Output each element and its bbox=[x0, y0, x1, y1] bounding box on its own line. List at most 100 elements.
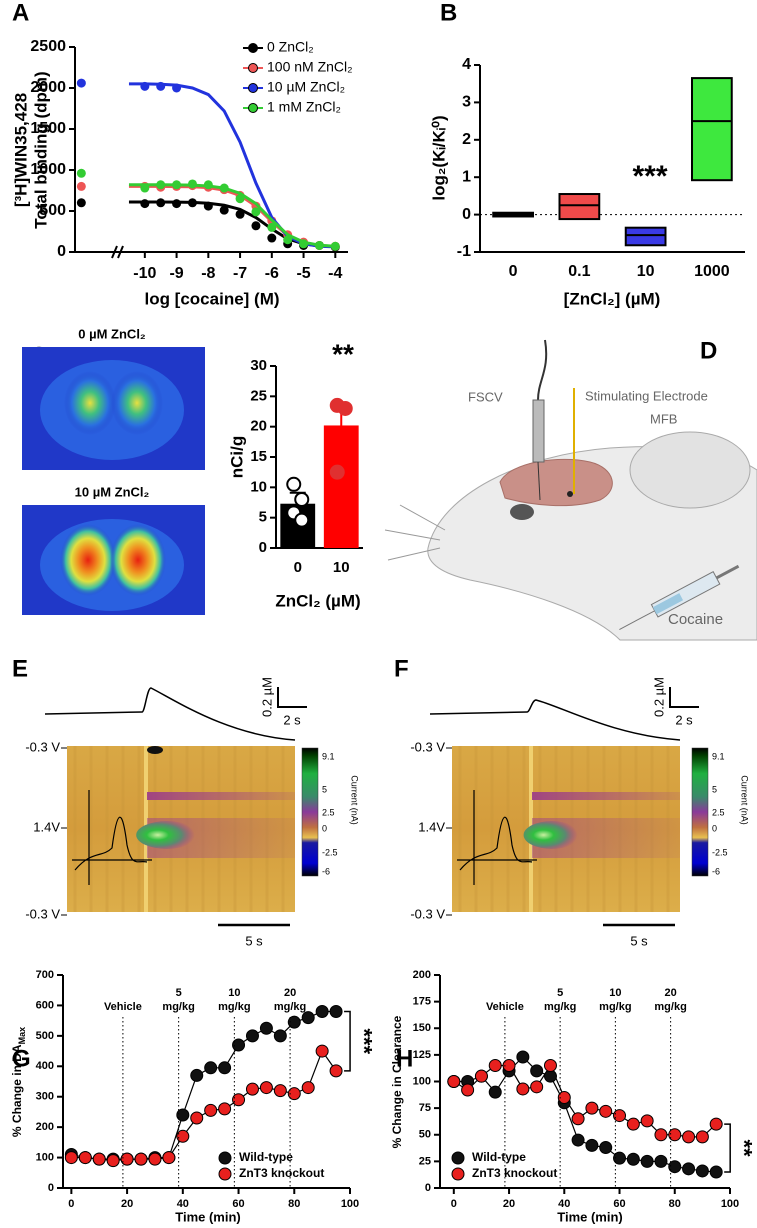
y-tick-label: 20 bbox=[250, 418, 267, 435]
x-tick-label: -9 bbox=[169, 265, 183, 282]
scale-label: 5 s bbox=[630, 933, 648, 948]
data-point bbox=[251, 207, 261, 217]
box bbox=[624, 226, 667, 247]
data-point bbox=[162, 1151, 176, 1165]
y-tick-label: 2500 bbox=[30, 38, 66, 55]
fscv-tip bbox=[537, 461, 541, 501]
data-point bbox=[474, 1069, 488, 1083]
data-point bbox=[668, 1160, 682, 1174]
legend-marker bbox=[218, 1151, 232, 1165]
event-label: mg/kg bbox=[544, 1001, 576, 1013]
colorbar-label: 0 bbox=[712, 823, 717, 833]
data-point bbox=[585, 1138, 599, 1152]
data-point bbox=[190, 1068, 204, 1082]
event-label: 10 bbox=[228, 987, 240, 999]
data-point bbox=[294, 491, 310, 507]
diagram-label: MFB bbox=[650, 411, 677, 426]
y-tick-label: 50 bbox=[419, 1129, 431, 1141]
legend-label: 100 nM ZnCl₂ bbox=[267, 59, 353, 75]
data-point bbox=[286, 476, 302, 492]
y-tick-label: 10 bbox=[250, 478, 267, 495]
x-tick-label: 100 bbox=[341, 1198, 359, 1210]
significance-bracket bbox=[724, 1123, 731, 1173]
legend-label: 0 ZnCl₂ bbox=[267, 39, 314, 55]
data-point bbox=[204, 1061, 218, 1075]
data-point bbox=[245, 1029, 259, 1043]
data-point bbox=[329, 1005, 343, 1019]
data-point bbox=[134, 1152, 148, 1166]
syringe-fluid bbox=[652, 593, 684, 615]
y-axis-title: nCi/g bbox=[227, 436, 246, 479]
data-point bbox=[301, 1011, 315, 1025]
x-tick-label: 20 bbox=[121, 1198, 133, 1210]
data-point bbox=[654, 1128, 668, 1142]
y-tick-label: 600 bbox=[36, 999, 54, 1011]
x-tick-label: 1000 bbox=[694, 263, 730, 280]
series-line bbox=[453, 1064, 717, 1138]
data-point bbox=[273, 1084, 287, 1098]
potential-label: 1.4V bbox=[418, 819, 445, 834]
colorbar bbox=[691, 747, 709, 877]
data-point bbox=[294, 512, 310, 528]
x-tick-label: 0 bbox=[451, 1198, 457, 1210]
x-axis-title: Time (min) bbox=[175, 1209, 241, 1224]
data-point bbox=[287, 1015, 301, 1029]
data-point bbox=[330, 241, 340, 251]
box bbox=[691, 77, 733, 182]
legend-marker bbox=[248, 63, 258, 73]
data-point bbox=[682, 1162, 696, 1176]
data-point bbox=[76, 168, 86, 178]
data-point bbox=[585, 1101, 599, 1115]
data-point bbox=[626, 1152, 640, 1166]
data-point bbox=[140, 183, 150, 193]
legend-marker bbox=[451, 1151, 465, 1165]
y-tick-label: 150 bbox=[413, 1022, 431, 1034]
y-tick-label: 4 bbox=[462, 56, 471, 73]
y-tick-label: 1500 bbox=[30, 120, 66, 137]
data-point bbox=[251, 221, 261, 231]
striatum bbox=[111, 371, 163, 435]
potential-label: -0.3 V bbox=[25, 739, 60, 754]
x-tick-label: -8 bbox=[201, 265, 215, 282]
scale-bar bbox=[277, 687, 307, 708]
x-tick-label: -5 bbox=[296, 265, 310, 282]
data-point bbox=[187, 198, 197, 208]
striatum bbox=[110, 524, 166, 596]
data-point bbox=[267, 222, 277, 232]
event-label: mg/kg bbox=[654, 1001, 686, 1013]
x-tick-label: 40 bbox=[558, 1198, 570, 1210]
significance: ** bbox=[731, 1140, 756, 1158]
significance: *** bbox=[632, 160, 667, 193]
colorbar-label: 9.1 bbox=[712, 751, 725, 761]
data-point bbox=[488, 1059, 502, 1073]
legend-label: ZnT3 knockout bbox=[239, 1166, 324, 1180]
data-point bbox=[120, 1152, 134, 1166]
image-title: 0 µM ZnCl₂ bbox=[78, 326, 146, 341]
data-point bbox=[148, 1152, 162, 1166]
image-title: 10 µM ZnCl₂ bbox=[75, 484, 150, 499]
data-point bbox=[329, 464, 345, 480]
x-tick-label: 0 bbox=[509, 263, 518, 280]
data-point bbox=[245, 1082, 259, 1096]
y-tick-label: 3 bbox=[462, 94, 471, 111]
colorbar-label: -2.5 bbox=[712, 847, 728, 857]
x-axis-title: Time (min) bbox=[557, 1209, 623, 1224]
data-point bbox=[172, 83, 182, 93]
data-point bbox=[232, 1038, 246, 1052]
x-axis-title: ZnCl₂ (µM) bbox=[275, 591, 360, 610]
data-point bbox=[314, 240, 324, 250]
potential-label: -0.3 V bbox=[410, 906, 445, 921]
series-line bbox=[71, 1010, 337, 1160]
data-point bbox=[315, 1044, 329, 1058]
autoradiograph: 0 µM ZnCl₂ 10 µM ZnCl₂ bbox=[22, 326, 205, 615]
data-point bbox=[156, 180, 166, 190]
x-tick-label: 80 bbox=[669, 1198, 681, 1210]
x-tick-label: -10 bbox=[133, 265, 156, 282]
legend-label: 10 µM ZnCl₂ bbox=[267, 79, 345, 95]
colorbar-title: Current (nA) bbox=[740, 775, 750, 825]
colorbar-label: 9.1 bbox=[322, 751, 335, 761]
scale-label: 0.2 µM bbox=[259, 677, 274, 717]
syringe-plunger bbox=[715, 564, 740, 580]
data-point bbox=[64, 1151, 78, 1165]
data-point bbox=[203, 180, 213, 190]
